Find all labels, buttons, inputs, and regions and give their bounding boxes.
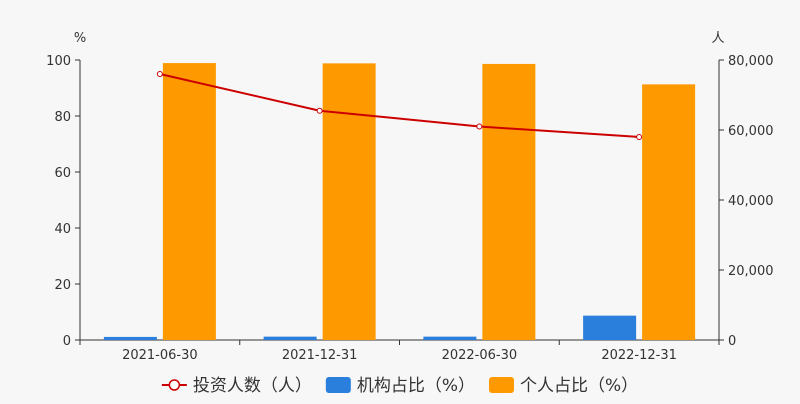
legend-item[interactable]: 机构占比（%）	[325, 376, 475, 396]
x-axis-tick-label: 2021-06-30	[122, 348, 198, 363]
line-point[interactable]	[476, 123, 483, 130]
right-axis-tick-label: 60,000	[728, 124, 774, 139]
right-axis-tick-label: 80,000	[728, 54, 774, 69]
right-axis-tick-label: 40,000	[728, 194, 774, 209]
bar[interactable]	[642, 84, 696, 340]
legend-item[interactable]: 个人占比（%）	[489, 376, 638, 396]
line-point[interactable]	[636, 134, 643, 140]
legend-swatch	[489, 377, 514, 393]
bar[interactable]	[162, 63, 216, 341]
bar[interactable]	[103, 336, 157, 340]
legend-circle-marker	[168, 379, 181, 391]
line-series-group	[156, 71, 643, 140]
bar[interactable]	[322, 63, 376, 341]
left-axis-tick-label: 20	[54, 278, 71, 293]
line-point[interactable]	[156, 71, 163, 77]
left-axis-tick-label: 100	[46, 54, 71, 69]
bars-group	[103, 63, 696, 341]
x-axis-tick-label: 2022-12-31	[601, 348, 677, 363]
right-axis-tick-label: 20,000	[728, 264, 774, 279]
legend-item[interactable]: 投资人数（人）	[161, 376, 312, 396]
investor-count-line	[159, 73, 640, 138]
legend[interactable]: 投资人数（人） 机构占比（%） 个人占比（%）	[161, 376, 638, 396]
legend-label: 机构占比（%）	[357, 376, 475, 396]
right-axis-tick-label: 0	[728, 334, 736, 349]
x-axis-tick-label: 2021-12-31	[282, 348, 358, 363]
left-axis-tick-label: 40	[54, 222, 71, 237]
x-axis-tick-label: 2022-06-30	[442, 348, 518, 363]
bar[interactable]	[423, 336, 477, 340]
axes-group: 0 20 40 60 80 100 0 20,000 40,000 60,000 80,000 202…	[46, 54, 773, 363]
legend-label: 个人占比（%）	[520, 376, 638, 396]
left-axis-tick-label: 0	[63, 334, 71, 349]
bar[interactable]	[583, 315, 637, 340]
line-point[interactable]	[316, 107, 323, 114]
left-axis-unit: %	[74, 31, 86, 46]
right-axis-unit: 人	[711, 31, 724, 46]
bar[interactable]	[263, 336, 317, 340]
left-axis-tick-label: 60	[54, 166, 71, 181]
bar[interactable]	[482, 63, 536, 341]
legend-swatch	[325, 377, 351, 393]
left-axis-tick-label: 80	[54, 110, 71, 125]
legend-label: 投资人数（人）	[193, 376, 312, 396]
